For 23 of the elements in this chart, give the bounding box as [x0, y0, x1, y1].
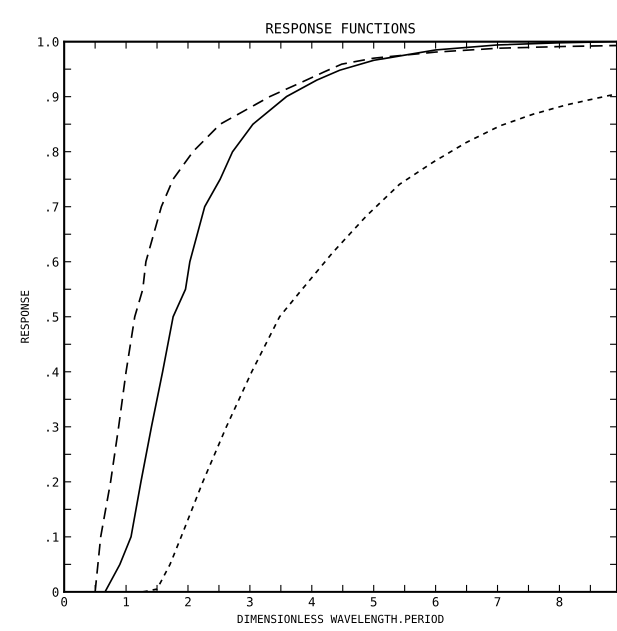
x-tick-label: 0 — [61, 597, 68, 606]
y-tick-label: 1.0 — [38, 37, 58, 47]
y-axis-title: RESPONSE — [20, 290, 30, 343]
x-tick-label: 7 — [494, 597, 500, 606]
x-tick-label: 2 — [185, 597, 191, 606]
y-tick-label: 0 — [52, 587, 58, 597]
y-tick-label: .8 — [47, 147, 59, 157]
chart-title: RESPONSE FUNCTIONS — [266, 23, 415, 34]
y-tick-label: .3 — [47, 422, 58, 432]
y-tick-label: .7 — [47, 202, 58, 212]
y-tick-label: .5 — [47, 312, 58, 322]
x-tick-label: 1 — [124, 597, 129, 606]
x-tick-label: 8 — [556, 597, 562, 606]
y-tick-label: .6 — [47, 257, 58, 267]
y-tick-label: .1 — [47, 532, 58, 542]
y-tick-label: .9 — [47, 92, 58, 102]
x-axis-title: DIMENSIONLESS WAVELENGTH.PERIOD — [238, 614, 444, 624]
x-tick-label: 6 — [432, 597, 439, 606]
x-tick-label: 4 — [308, 597, 315, 606]
x-tick-label: 5 — [370, 597, 376, 606]
y-tick-label: .4 — [47, 367, 59, 377]
y-tick-label: .2 — [47, 477, 58, 487]
x-tick-label: 3 — [246, 597, 253, 606]
